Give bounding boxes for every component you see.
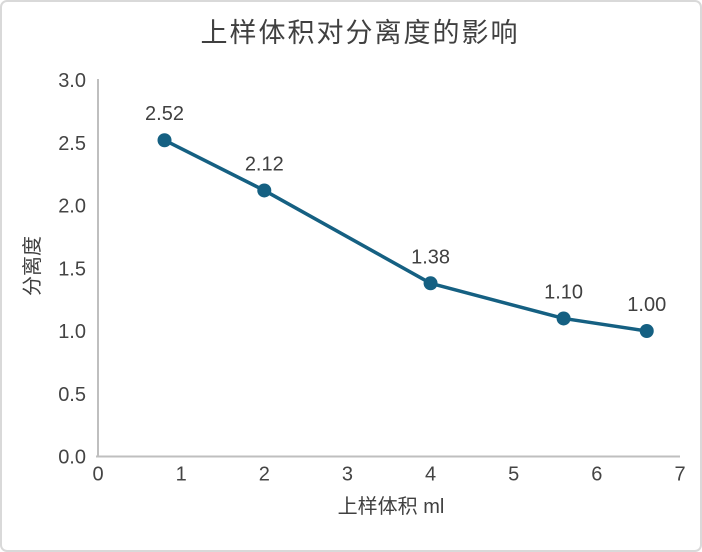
data-point bbox=[257, 183, 272, 198]
x-tick-label: 7 bbox=[674, 464, 685, 486]
y-tick-label: 0.0 bbox=[58, 447, 86, 469]
y-tick-label: 0.5 bbox=[58, 384, 86, 406]
x-tick-label: 2 bbox=[259, 464, 270, 486]
y-tick-label: 2.0 bbox=[58, 196, 86, 218]
x-tick-label: 3 bbox=[342, 464, 353, 486]
data-point-label: 2.52 bbox=[145, 103, 184, 125]
data-point-label: 1.10 bbox=[544, 281, 583, 303]
y-tick-label: 1.5 bbox=[58, 258, 86, 280]
chart-title: 上样体积对分离度的影响 bbox=[200, 18, 520, 48]
x-tick-label: 0 bbox=[92, 464, 103, 486]
x-tick-label: 5 bbox=[508, 464, 519, 486]
y-tick-label: 2.5 bbox=[58, 133, 86, 155]
y-tick-label: 3.0 bbox=[58, 70, 86, 92]
x-tick-label: 4 bbox=[425, 464, 436, 486]
y-tick-label: 1.0 bbox=[58, 321, 86, 343]
y-axis-title: 分离度 bbox=[21, 236, 44, 296]
x-axis-title: 上样体积 ml bbox=[338, 495, 445, 518]
data-point bbox=[556, 311, 571, 326]
data-point bbox=[423, 276, 438, 291]
data-point bbox=[639, 324, 654, 338]
data-point-label: 2.12 bbox=[245, 153, 284, 175]
x-tick-label: 6 bbox=[591, 464, 602, 486]
data-point-label: 1.38 bbox=[411, 246, 450, 268]
data-point-label: 1.00 bbox=[627, 294, 666, 316]
data-point bbox=[157, 133, 172, 148]
x-tick-label: 1 bbox=[176, 464, 187, 486]
